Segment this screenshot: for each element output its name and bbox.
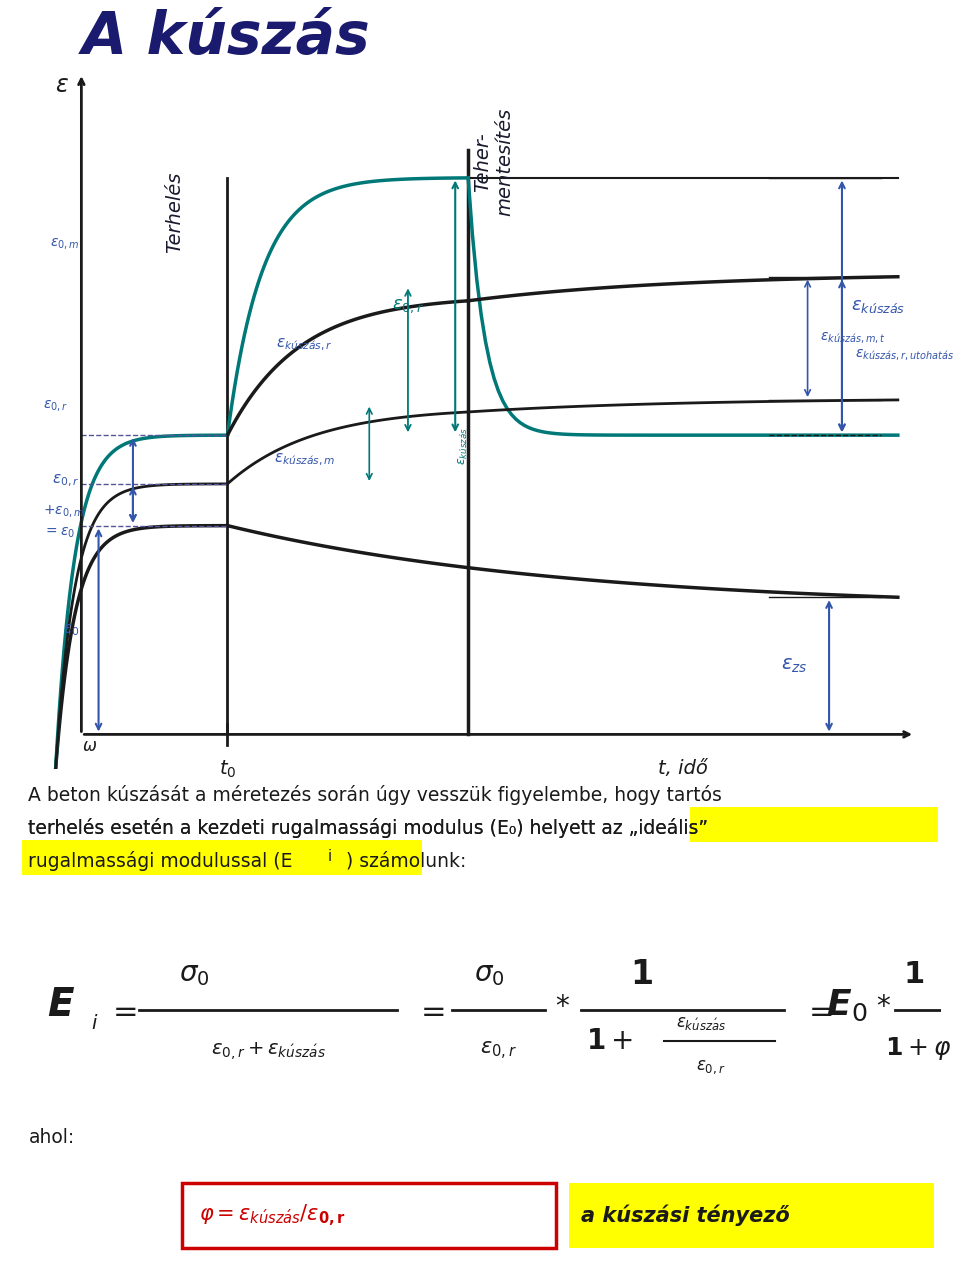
Text: ahol:: ahol: [29,1128,75,1147]
Text: $*$: $*$ [556,991,570,1019]
Text: $=$: $=$ [803,996,833,1024]
Text: $\mathbf{1}+\varphi$: $\mathbf{1}+\varphi$ [884,1035,951,1063]
Text: $\mathbf{1}+$: $\mathbf{1}+$ [586,1027,633,1055]
FancyBboxPatch shape [569,1183,934,1247]
Text: $t_0$: $t_0$ [219,759,236,779]
Text: $\omega$: $\omega$ [83,737,98,755]
Text: $\varepsilon_{k\acute{u}sz\acute{a}s}$: $\varepsilon_{k\acute{u}sz\acute{a}s}$ [676,1014,727,1032]
Text: A kúszás: A kúszás [82,9,371,67]
Text: $\boldsymbol{E}_0$: $\boldsymbol{E}_0$ [826,987,867,1023]
Text: $\varepsilon$: $\varepsilon$ [55,73,68,97]
Text: $\sigma_0$: $\sigma_0$ [474,960,505,988]
Text: $\varepsilon_{0,m}$: $\varepsilon_{0,m}$ [50,237,80,253]
Text: $\boldsymbol{E}$: $\boldsymbol{E}$ [47,986,75,1024]
Text: terhelés esetén a kezdeti rugalmassági modulus (E₀) helyett az „ideális”: terhelés esetén a kezdeti rugalmassági m… [29,818,708,838]
Text: a kúszási tényező: a kúszási tényező [582,1205,790,1226]
Text: $\varepsilon_{kúszás}$: $\varepsilon_{kúszás}$ [851,297,904,315]
Text: Terhelés: Terhelés [165,172,184,253]
Text: $\varepsilon_{0,r}$: $\varepsilon_{0,r}$ [480,1040,516,1063]
Text: $\varepsilon_{0,r}$: $\varepsilon_{0,r}$ [696,1058,725,1076]
Text: $i$: $i$ [91,1014,99,1032]
Text: $\varepsilon_0$: $\varepsilon_0$ [63,622,80,638]
Text: $\varepsilon_{0,r}$: $\varepsilon_{0,r}$ [42,399,68,414]
Text: $\varepsilon_{0,r}$: $\varepsilon_{0,r}$ [52,472,80,488]
Text: $\varepsilon_{kúszás,r,utohatás}$: $\varepsilon_{kúszás,r,utohatás}$ [854,349,954,363]
Text: i: i [328,849,332,864]
Text: $\varepsilon_{0,r}$: $\varepsilon_{0,r}$ [392,297,424,315]
Text: ) számolunk:: ) számolunk: [347,851,467,870]
Text: $\sigma_0$: $\sigma_0$ [179,960,209,988]
Text: $\varepsilon_{kúszás,m,t}$: $\varepsilon_{kúszás,m,t}$ [821,331,886,346]
Text: $+\varepsilon_{0,m}$: $+\varepsilon_{0,m}$ [42,503,84,519]
Text: A beton kúszását a méretezés során úgy vesszük figyelembe, hogy tartós: A beton kúszását a méretezés során úgy v… [29,785,722,805]
Text: $\varepsilon_{0,r} + \varepsilon_{k\acute{u}sz\acute{a}s}$: $\varepsilon_{0,r} + \varepsilon_{k\acut… [210,1040,325,1063]
FancyBboxPatch shape [182,1183,557,1247]
Text: $\varepsilon_{kúszás,r}$: $\varepsilon_{kúszás,r}$ [276,336,333,353]
Text: t, idő: t, idő [659,759,708,778]
FancyBboxPatch shape [690,806,938,842]
Text: $*$: $*$ [876,991,891,1019]
Text: $\mathbf{1}$: $\mathbf{1}$ [902,960,924,988]
Text: $\varepsilon_{kúszás,m}$: $\varepsilon_{kúszás,m}$ [274,451,336,468]
Text: $=\varepsilon_0$: $=\varepsilon_0$ [42,526,75,540]
Text: rugalmassági modulussal (E: rugalmassági modulussal (E [29,851,293,872]
Text: $\varepsilon_{zs}$: $\varepsilon_{zs}$ [781,656,808,676]
FancyBboxPatch shape [22,840,422,876]
Text: $=$: $=$ [416,996,445,1024]
Text: terhelés esetén a kezdeti rugalmassági modulus (E₀) helyett az „ideális”: terhelés esetén a kezdeti rugalmassági m… [29,818,708,838]
Text: $\varphi = \varepsilon_{k\acute{u}sz\acute{a}s}/\varepsilon_{\mathbf{0,r}}$: $\varphi = \varepsilon_{k\acute{u}sz\acu… [199,1203,346,1228]
Text: $=$: $=$ [107,996,137,1024]
Text: $\varepsilon_{kúszás}$: $\varepsilon_{kúszás}$ [457,427,470,464]
Text: Teher-
mentesítés: Teher- mentesítés [473,108,515,217]
Text: $\mathbf{1}$: $\mathbf{1}$ [630,958,653,991]
